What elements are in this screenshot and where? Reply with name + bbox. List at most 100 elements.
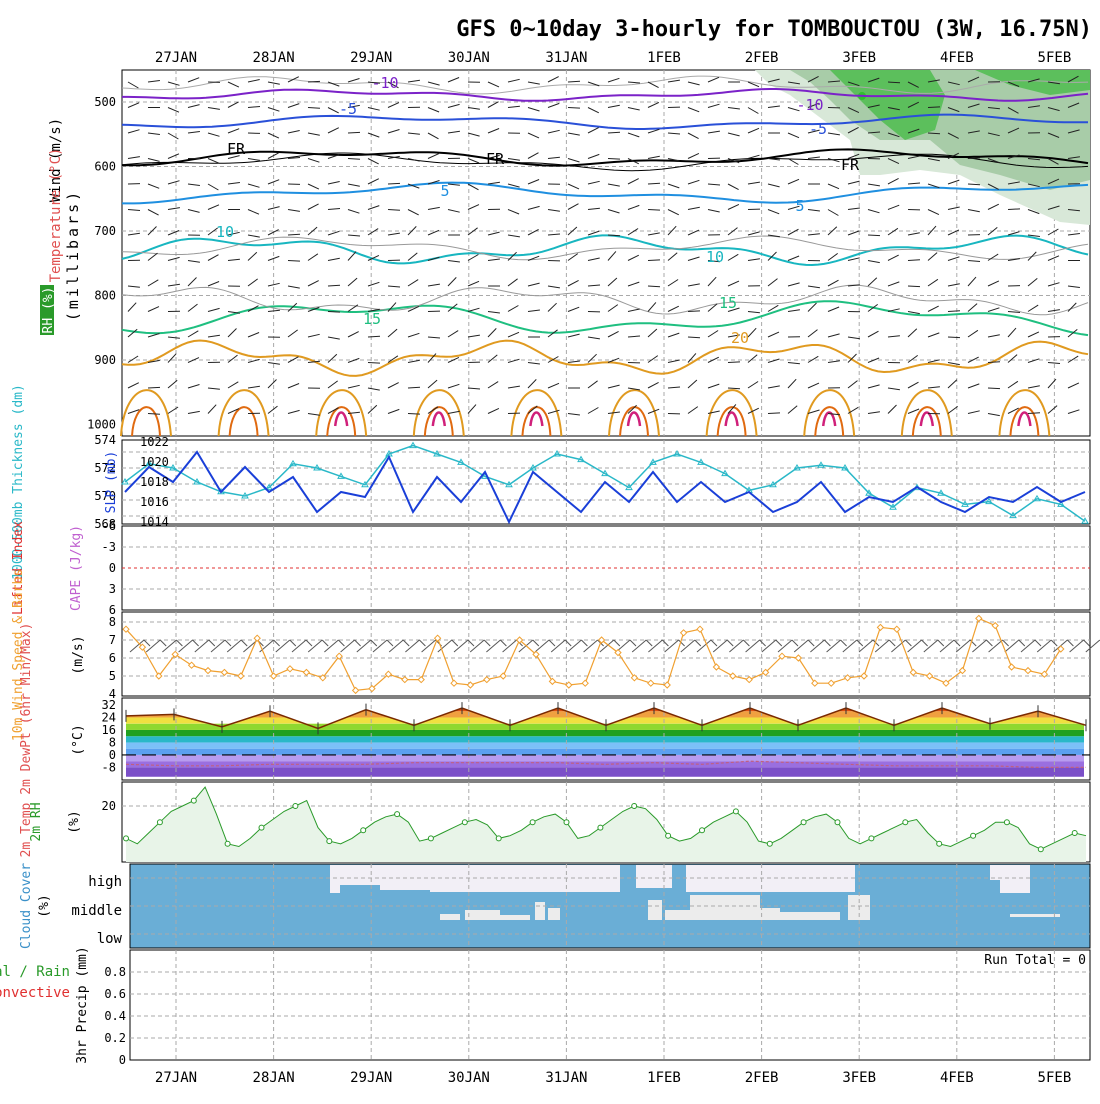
cloud-level-middle: middle <box>71 903 122 919</box>
tick-label: 1000 <box>87 418 116 432</box>
wind-barb <box>608 159 620 160</box>
tick-label: 600 <box>94 160 116 174</box>
rh2m-point <box>530 820 535 825</box>
date-label-bottom: 5FEB <box>1038 1070 1072 1086</box>
contour-label: 10 <box>706 248 724 266</box>
contour-label: 5 <box>440 182 449 200</box>
rh2m-point <box>496 836 501 841</box>
rh2m-unit: (%) <box>67 810 82 833</box>
rh2m-point <box>903 820 908 825</box>
contour-label: FR <box>227 140 246 158</box>
date-label-bottom: 3FEB <box>842 1070 876 1086</box>
wind-barb <box>948 337 960 338</box>
rh2m-axis-label: 2m RH <box>29 802 44 841</box>
temp-band <box>126 767 1084 776</box>
wind-barb <box>148 387 160 388</box>
temperature-axis-label: Temperature (°C) <box>48 148 64 283</box>
cloud-high-block <box>1000 865 1030 893</box>
tick-label: -8 <box>102 760 116 774</box>
wind-barb <box>648 210 660 211</box>
tick-label: 3 <box>109 582 116 596</box>
rh2m-ticks: 20 <box>102 799 116 813</box>
rh2m-point <box>835 820 840 825</box>
rh2m-point <box>700 828 705 833</box>
run-total: Run Total = 0 <box>984 953 1086 968</box>
tick-label: 20 <box>102 799 116 813</box>
tick-label: -6 <box>102 519 116 533</box>
wind-barb <box>968 158 980 159</box>
rh2m-point <box>1072 831 1077 836</box>
tick-label: 0.4 <box>104 1009 126 1023</box>
cloud-mid-block <box>690 895 760 920</box>
wind-barb <box>988 388 1000 389</box>
rh2m-point <box>1004 820 1009 825</box>
tick-label: 900 <box>94 353 116 367</box>
date-label-top: 29JAN <box>350 50 392 66</box>
cloud-level-low: low <box>97 931 123 947</box>
date-label-bottom: 30JAN <box>448 1070 490 1086</box>
date-label-top: 2FEB <box>745 50 779 66</box>
cloud-panel: high middle low Cloud Cover (%) <box>19 863 1090 949</box>
tick-label: 7 <box>109 633 116 647</box>
rh2m-point <box>361 828 366 833</box>
rh2m-point <box>767 841 772 846</box>
rh2m-point <box>971 833 976 838</box>
rh2m-point <box>666 833 671 838</box>
temp-band <box>126 742 1084 748</box>
contour-label: -5 <box>809 120 827 138</box>
temp-band <box>126 749 1084 755</box>
tick-label: 0.8 <box>104 965 126 979</box>
wind-barb <box>908 286 920 287</box>
wind-barb <box>1008 209 1020 210</box>
wind-barb <box>408 414 420 415</box>
precip-panel: 0.80.60.40.20 Run Total = 0 Total / Rain… <box>0 946 1090 1067</box>
date-label-bottom: 29JAN <box>350 1070 392 1086</box>
cloud-high-block <box>330 865 340 893</box>
precip-convective-label: Convective <box>0 985 70 1001</box>
tick-label: 0.2 <box>104 1031 126 1045</box>
rh2m-point <box>428 836 433 841</box>
date-label-bottom: 28JAN <box>253 1070 295 1086</box>
precip-axis-label: 3hr Precip (mm) <box>75 946 90 1063</box>
slp-axis-label: SLP (mb) <box>104 451 119 514</box>
date-label-bottom: 1FEB <box>647 1070 681 1086</box>
rh2m-point <box>869 836 874 841</box>
rh2m-point <box>395 812 400 817</box>
slp-tick-label: 1016 <box>140 495 169 509</box>
rh2m-point <box>598 825 603 830</box>
cloud-high-block <box>636 865 672 888</box>
tick-label: -3 <box>102 540 116 554</box>
contour-label: 10 <box>216 223 234 241</box>
rh2m-point <box>225 841 230 846</box>
tick-label: 800 <box>94 289 116 303</box>
cloud-mid-block <box>665 910 690 920</box>
wind-barb <box>388 183 400 184</box>
wind-barb <box>328 312 340 313</box>
contour-label: FR <box>486 150 505 168</box>
temp2m-unit: (°C) <box>71 724 86 755</box>
rh2m-point <box>259 825 264 830</box>
slp-tick-label: 1018 <box>140 475 169 489</box>
rh2m-point <box>1038 847 1043 852</box>
contour-label: -10 <box>371 74 398 92</box>
wind-barb <box>648 260 660 261</box>
tick-label: 0 <box>109 561 116 575</box>
date-label-top: 4FEB <box>940 50 974 66</box>
rh2m-point <box>801 820 806 825</box>
cloud-mid-block <box>465 910 500 920</box>
tick-label: 0 <box>119 1053 126 1067</box>
cloud-mid-block <box>780 912 840 920</box>
date-label-top: 31JAN <box>545 50 587 66</box>
date-label-top: 30JAN <box>448 50 490 66</box>
rh2m-point <box>733 809 738 814</box>
cloud-mid-block <box>548 908 560 920</box>
contour-label: FR <box>841 156 860 174</box>
rh2m-point <box>462 820 467 825</box>
wind-barb <box>368 363 380 364</box>
tick-label: 6 <box>109 651 116 665</box>
slp-tick-label: 1020 <box>140 455 169 469</box>
contour-label: 20 <box>731 329 749 347</box>
wind-barb <box>688 311 700 312</box>
rh2m-point <box>157 820 162 825</box>
